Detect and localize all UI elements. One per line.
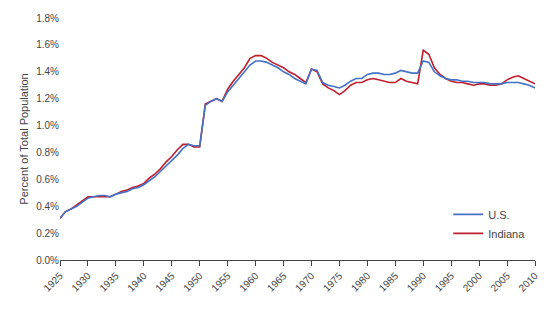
- svg-text:1995: 1995: [433, 270, 457, 294]
- svg-text:U.S.: U.S.: [488, 209, 509, 221]
- svg-text:2000: 2000: [461, 270, 485, 294]
- svg-text:1955: 1955: [209, 270, 233, 294]
- svg-text:1950: 1950: [181, 270, 205, 294]
- svg-text:1960: 1960: [237, 270, 261, 294]
- svg-text:1930: 1930: [69, 270, 93, 294]
- svg-text:0.4%: 0.4%: [36, 201, 59, 212]
- svg-text:1940: 1940: [125, 270, 149, 294]
- svg-text:1935: 1935: [97, 270, 121, 294]
- svg-text:Percent of Total Population: Percent of Total Population: [18, 73, 30, 204]
- svg-text:2005: 2005: [488, 270, 512, 294]
- svg-text:1965: 1965: [265, 270, 289, 294]
- svg-text:1980: 1980: [349, 270, 373, 294]
- svg-text:2010: 2010: [516, 270, 540, 294]
- svg-text:1.0%: 1.0%: [36, 120, 59, 131]
- svg-text:0.6%: 0.6%: [36, 174, 59, 185]
- svg-text:0.0%: 0.0%: [36, 255, 59, 266]
- svg-text:Indiana: Indiana: [488, 228, 525, 240]
- svg-text:1985: 1985: [377, 270, 401, 294]
- svg-text:0.8%: 0.8%: [36, 147, 59, 158]
- svg-text:1.6%: 1.6%: [36, 39, 59, 50]
- svg-text:1.2%: 1.2%: [36, 93, 59, 104]
- svg-text:1.8%: 1.8%: [36, 13, 59, 24]
- svg-text:1970: 1970: [293, 270, 317, 294]
- svg-text:1990: 1990: [405, 270, 429, 294]
- svg-text:0.2%: 0.2%: [36, 228, 59, 239]
- svg-text:1945: 1945: [153, 270, 177, 294]
- svg-text:1.4%: 1.4%: [36, 66, 59, 77]
- svg-text:1975: 1975: [321, 270, 345, 294]
- svg-text:1925: 1925: [41, 270, 65, 294]
